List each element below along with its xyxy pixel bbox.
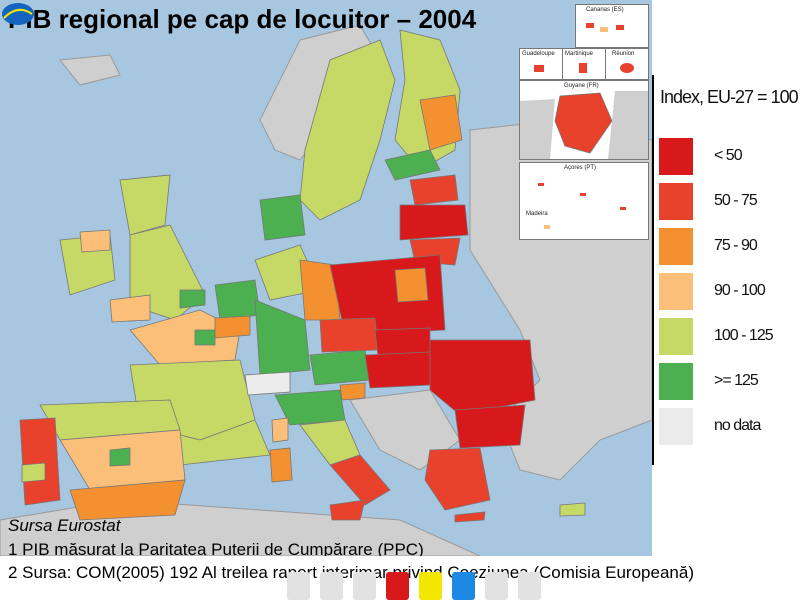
inset-guyane: Guyane (FR) <box>519 80 649 160</box>
source-note: Sursa Eurostat <box>8 516 121 535</box>
region-germany-south <box>254 299 311 376</box>
legend-swatch <box>659 318 693 355</box>
region-scotland <box>119 174 171 236</box>
region-wales-cornwall <box>109 294 151 323</box>
inset-guadeloupe-shapes <box>534 65 544 72</box>
nav-square-button[interactable] <box>419 572 442 600</box>
inset-guyane-shapes <box>520 91 648 159</box>
region-iceland <box>59 54 121 86</box>
legend-swatch <box>659 273 693 310</box>
legend-swatch <box>659 408 693 445</box>
nav-square-button[interactable] <box>485 572 508 600</box>
inset-label-reunion: Réunion <box>612 51 635 57</box>
legend-swatch <box>659 228 693 265</box>
eu-regional-gdp-map: PIB regional pe cap de locuitor – 2004 C… <box>0 0 652 556</box>
region-slovenia <box>339 382 366 401</box>
region-crete <box>454 511 486 523</box>
region-austria <box>309 349 371 386</box>
nav-square-button[interactable] <box>452 572 475 600</box>
map-canvas <box>0 24 652 556</box>
region-warsaw <box>394 267 429 303</box>
eu-logo-icon <box>2 3 34 25</box>
region-lisbon <box>21 462 46 483</box>
inset-acores-madeira: Açores (PT) Madeira <box>519 162 649 240</box>
region-sardinia <box>269 447 293 483</box>
inset-acores-shapes <box>538 183 626 229</box>
legend-label: 50 - 75 <box>714 192 758 209</box>
region-sweden <box>299 39 396 221</box>
legend-label: 100 - 125 <box>714 327 774 344</box>
region-hungary <box>364 351 431 389</box>
nav-square-button[interactable] <box>287 572 310 600</box>
region-portugal <box>19 417 61 506</box>
region-cyprus <box>559 502 586 517</box>
inset-label-canarias: Canarias (ES) <box>586 7 624 13</box>
legend-swatch <box>659 183 693 220</box>
map-notes: Sursa Eurostat 1 PIB măsurat la Paritate… <box>8 514 648 556</box>
nav-square-button[interactable] <box>353 572 376 600</box>
inset-guadeloupe: Guadeloupe <box>519 48 563 80</box>
map-title: PIB regional pe cap de locuitor – 2004 <box>8 4 477 34</box>
inset-label-guadeloupe: Guadeloupe <box>522 51 555 57</box>
region-estonia <box>409 174 459 206</box>
region-italy-south <box>329 454 391 506</box>
inset-canarias: Canarias (ES) <box>575 4 649 48</box>
legend-label: 90 - 100 <box>714 282 766 299</box>
map-legend: Index, EU-27 = 100 < 50 50 - 75 75 - 90 90 … <box>652 75 800 465</box>
region-bulgaria <box>454 404 526 449</box>
inset-reunion-shapes <box>620 63 634 73</box>
region-switzerland <box>244 371 291 396</box>
inset-canarias-shapes <box>586 23 624 32</box>
region-czech <box>319 317 379 353</box>
legend-label: >= 125 <box>714 372 759 389</box>
region-spain-south <box>69 479 186 521</box>
inset-label-acores: Açores (PT) <box>564 165 597 171</box>
region-latvia <box>399 204 469 241</box>
inset-reunion: Réunion <box>605 48 649 80</box>
legend-label: no data <box>714 417 761 434</box>
region-belgium-wallonia <box>214 315 251 339</box>
region-finland-south <box>419 94 463 151</box>
legend-title: Index, EU-27 = 100 <box>660 87 799 107</box>
region-denmark <box>259 194 306 241</box>
nav-square-button[interactable] <box>518 572 541 600</box>
region-stockholm <box>384 149 441 181</box>
region-madrid <box>109 447 131 467</box>
nav-square-button[interactable] <box>320 572 343 600</box>
region-paris <box>194 329 216 346</box>
inset-label-guyane: Guyane (FR) <box>564 83 599 89</box>
region-ireland-north <box>79 229 111 253</box>
inset-martinique: Martinique <box>562 48 606 80</box>
legend-label: 75 - 90 <box>714 237 758 254</box>
region-france-north <box>129 309 241 366</box>
legend-swatch <box>659 138 693 175</box>
inset-martinique-shapes <box>579 63 587 73</box>
footnote-1: 1 PIB măsurat la Paritatea Puterii de Cu… <box>8 540 424 556</box>
region-greece <box>424 447 491 511</box>
legend-label: < 50 <box>714 147 743 164</box>
inset-label-martinique: Martinique <box>565 51 594 57</box>
region-sicily <box>329 499 366 521</box>
nav-square-button[interactable] <box>386 572 409 600</box>
legend-swatch <box>659 363 693 400</box>
region-london <box>179 289 206 309</box>
region-corsica <box>271 417 289 443</box>
inset-label-madeira: Madeira <box>526 211 548 217</box>
slide-nav-bar <box>287 572 541 600</box>
region-benelux <box>214 279 261 321</box>
